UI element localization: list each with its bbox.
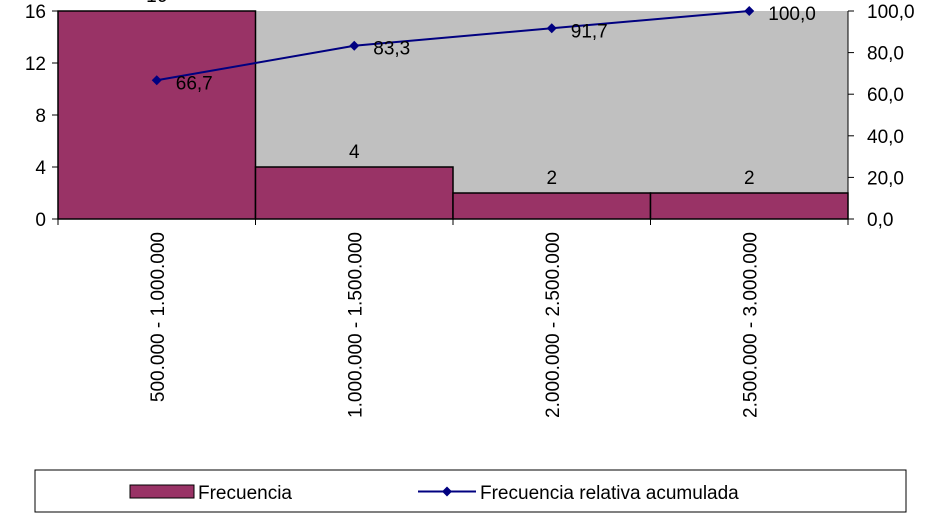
line-value-label-3: 91,7 — [571, 21, 608, 42]
axes-layer: 0 4 8 12 16 0,0 20,0 40,0 60,0 80,0 100,0 500.000 -… — [25, 2, 915, 418]
y-right-tick-label-3: 60,0 — [867, 85, 904, 106]
bar-value-label-1: 16 — [146, 0, 167, 7]
line-marker-1 — [151, 75, 162, 86]
y-right-tick-label-4: 80,0 — [867, 44, 904, 65]
y-right-tick-label-2: 40,0 — [867, 127, 904, 148]
x-category-label-1: 500.000 - 1.000.000 — [148, 232, 169, 402]
legend-bar-swatch — [129, 484, 195, 499]
bar-4 — [649, 192, 849, 220]
x-category-label-3: 2.000.000 - 2.500.000 — [543, 232, 564, 418]
legend-bar-label: Frecuencia — [198, 483, 292, 504]
legend-line-marker — [442, 486, 452, 497]
line-value-label-2: 83,3 — [373, 39, 410, 60]
bar-2 — [254, 166, 454, 220]
y-left-tick-label-0: 0 — [35, 210, 46, 231]
line-marker-4 — [744, 6, 755, 16]
y-right-tick-label-5: 100,0 — [867, 2, 915, 23]
bar-1 — [57, 10, 257, 220]
bar-value-label-2: 4 — [349, 142, 360, 163]
y-left-tick-label-2: 8 — [35, 106, 46, 127]
line-marker-3 — [546, 23, 557, 34]
y-right-tick-label-0: 0,0 — [867, 210, 893, 231]
x-category-label-2: 1.000.000 - 1.500.000 — [345, 232, 366, 418]
x-category-label-4: 2.500.000 - 3.000.000 — [740, 232, 761, 418]
line-layer — [151, 6, 755, 86]
labels-layer: 16 4 2 2 66,7 83,3 91,7 100,0 — [146, 0, 816, 189]
y-left-tick-label-3: 12 — [25, 54, 46, 75]
bar-3 — [452, 192, 652, 220]
cumulative-line — [156, 10, 750, 82]
line-value-label-4: 100,0 — [768, 4, 816, 25]
y-left-tick-label-4: 16 — [25, 2, 46, 23]
legend-line-label: Frecuencia relativa acumulada — [480, 483, 739, 504]
y-left-tick-label-1: 4 — [35, 158, 46, 179]
bars-layer — [57, 10, 849, 220]
legend: Frecuencia Frecuencia relativa acumulada — [34, 469, 907, 513]
line-marker-2 — [349, 40, 360, 51]
line-value-label-1: 66,7 — [176, 73, 213, 94]
y-right-tick-label-1: 20,0 — [867, 168, 904, 189]
bar-value-label-3: 2 — [546, 168, 557, 189]
bar-value-label-4: 2 — [744, 168, 755, 189]
